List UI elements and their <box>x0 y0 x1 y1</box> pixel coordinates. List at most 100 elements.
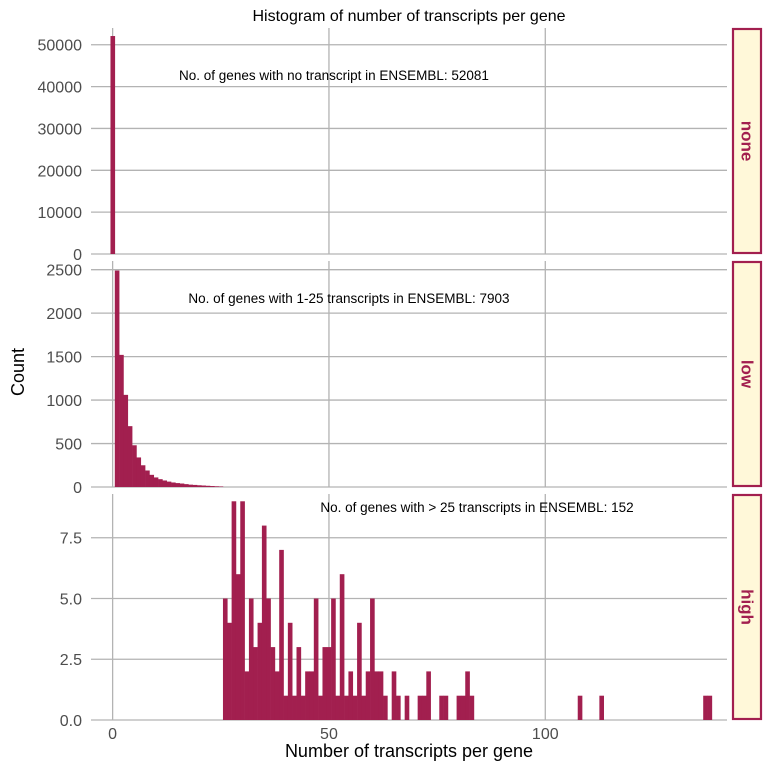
histogram-bar <box>114 270 120 487</box>
panel-annotation: No. of genes with > 25 transcripts in EN… <box>320 500 633 515</box>
facet-strip-label: none <box>738 121 757 162</box>
y-tick-label: 0.0 <box>60 713 82 730</box>
x-tick-label: 100 <box>532 726 559 743</box>
y-tick-label: 50000 <box>38 38 83 55</box>
histogram-bar <box>305 671 310 720</box>
histogram-bar <box>292 695 297 720</box>
histogram-bar <box>383 695 388 720</box>
y-tick-label: 0 <box>73 247 82 264</box>
histogram-bar <box>205 485 211 487</box>
histogram-bar <box>235 574 241 720</box>
chart-title: Histogram of number of transcripts per g… <box>252 8 565 25</box>
histogram-bar <box>240 501 245 720</box>
y-tick-label: 1500 <box>46 350 82 367</box>
histogram-bar <box>274 671 280 720</box>
y-tick-label: 40000 <box>38 80 83 97</box>
y-axis-title: Count <box>8 348 28 396</box>
facet-strip-label: high <box>738 589 757 625</box>
x-tick-label: 50 <box>320 726 338 743</box>
histogram-bar <box>352 695 358 720</box>
histogram-bar <box>153 477 159 487</box>
histogram-bar <box>404 695 410 720</box>
y-tick-label: 2.5 <box>60 652 82 669</box>
histogram-bar <box>162 480 168 487</box>
histogram-bar <box>426 671 431 720</box>
y-tick-label: 7.5 <box>60 531 82 548</box>
y-tick-label: 30000 <box>38 121 83 138</box>
x-tick-label: 0 <box>108 726 117 743</box>
histogram-bar <box>335 695 341 720</box>
histogram-bar <box>344 695 349 720</box>
histogram-bar <box>132 445 137 487</box>
histogram-bar <box>201 485 206 487</box>
histogram-bar <box>231 501 237 720</box>
histogram-bar <box>313 598 319 720</box>
y-tick-label: 1000 <box>46 393 82 410</box>
histogram-bar <box>318 695 323 720</box>
histogram-bar <box>145 470 150 487</box>
histogram-bar <box>421 695 427 720</box>
histogram-bar <box>279 549 284 720</box>
histogram-bar <box>149 474 155 487</box>
y-tick-label: 500 <box>55 437 82 454</box>
histogram-bar <box>378 671 384 720</box>
y-tick-label: 2500 <box>46 263 82 280</box>
histogram-bar <box>175 483 180 487</box>
histogram-bar <box>339 574 345 720</box>
histogram-bar <box>331 598 336 720</box>
histogram-bar <box>348 671 354 720</box>
histogram-bar <box>357 622 362 720</box>
facet-panel-high: 0.0 2.5 5.0 7.5 No. of genes with > 25 trans… <box>60 493 763 730</box>
histogram-bar <box>396 695 401 720</box>
facet-strip <box>731 27 763 255</box>
histogram-bar <box>110 36 116 254</box>
histogram-bar <box>218 486 224 487</box>
histogram-bar <box>365 671 371 720</box>
histogram-bar <box>253 647 258 720</box>
panel-annotation: No. of genes with no transcript in ENSEM… <box>179 68 489 83</box>
histogram-bar <box>214 486 219 487</box>
histogram-bar <box>261 525 267 720</box>
histogram-bar <box>599 695 604 720</box>
histogram-bar <box>209 486 215 487</box>
histogram-bar <box>469 695 475 720</box>
histogram-bar <box>465 671 470 720</box>
histogram-bar <box>370 598 375 720</box>
histogram-bar <box>707 695 713 720</box>
histogram-bar <box>227 622 232 720</box>
histogram-bar <box>123 394 129 487</box>
histogram-bar <box>184 484 189 487</box>
histogram-bar <box>391 671 397 720</box>
histogram-bar <box>257 622 263 720</box>
facet-panel-none: 0 10000 20000 30000 40000 50000 No. of genes w… <box>38 27 763 264</box>
histogram-bar <box>136 457 142 487</box>
histogram-bar <box>222 598 228 720</box>
histogram-bar <box>197 485 202 487</box>
histogram-bar <box>326 647 332 720</box>
y-tick-label: 10000 <box>38 205 83 222</box>
histogram-bar <box>119 354 124 487</box>
histogram-bar <box>309 671 315 720</box>
histogram-bar <box>287 622 293 720</box>
histogram-bar <box>171 482 176 487</box>
histogram-bar <box>456 695 462 720</box>
histogram-bar <box>140 465 146 487</box>
histogram-bar <box>266 598 271 720</box>
histogram-bar <box>188 484 193 487</box>
y-tick-label: 20000 <box>38 163 83 180</box>
facet-strip <box>731 260 763 488</box>
histogram-bar <box>179 483 185 487</box>
histogram-bar <box>417 695 423 720</box>
histogram-bar <box>460 695 466 720</box>
histogram-bar <box>244 671 250 720</box>
facet-panel-low: 0 500 1000 1500 2000 2500 No. of genes with 1-… <box>46 260 763 497</box>
y-tick-label: 0 <box>73 480 82 497</box>
histogram-bar <box>322 647 328 720</box>
histogram-bar <box>300 695 306 720</box>
histogram-bar <box>374 671 380 720</box>
histogram-bar <box>439 695 444 720</box>
histogram-bar <box>158 479 163 487</box>
panel-annotation: No. of genes with 1-25 transcripts in EN… <box>188 291 509 306</box>
histogram-bar <box>248 598 254 720</box>
